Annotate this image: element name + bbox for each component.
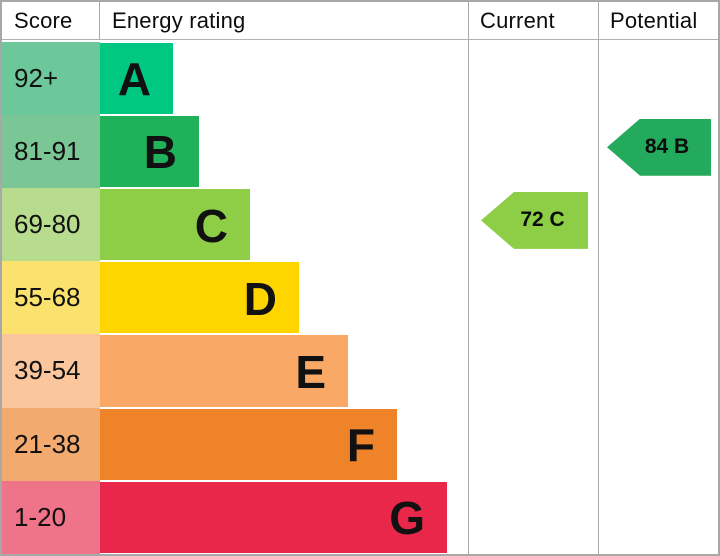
band-row-f: 21-38 F: [2, 407, 468, 481]
band-letter-a: A: [117, 53, 151, 106]
band-letter-c: C: [194, 199, 228, 252]
band-letter-g: G: [389, 492, 425, 545]
header-potential: Potential: [610, 7, 698, 33]
epc-header-row: Score Energy rating Current Potential: [2, 2, 718, 40]
band-score-range-f: 21-38: [2, 407, 100, 481]
current-column-divider: [468, 2, 469, 554]
band-bar-f: F: [100, 408, 397, 480]
band-score-range-b: 81-91: [2, 114, 100, 188]
band-score-range-c: 69-80: [2, 187, 100, 262]
band-letter-b: B: [143, 126, 177, 179]
potential-rating-label: 84 B: [644, 135, 690, 159]
band-score-range-g: 1-20: [2, 480, 100, 554]
band-bar-e: E: [100, 335, 348, 407]
band-row-b: 81-91 B: [2, 114, 468, 188]
band-bar-c: C: [100, 188, 250, 261]
band-bar-b: B: [100, 115, 199, 187]
band-letter-f: F: [346, 419, 375, 472]
band-score-range-e: 39-54: [2, 334, 100, 408]
band-row-d: 55-68 D: [2, 261, 468, 335]
potential-rating-arrow: 84 B: [607, 118, 711, 176]
band-row-e: 39-54 E: [2, 334, 468, 408]
potential-column-divider: [598, 2, 599, 554]
band-bar-a: A: [100, 42, 173, 114]
rating-bands-area: 92+ A 81-91 B 69-80 C 55-68 D 39-54 E 21-38 F 1-20 G: [2, 41, 468, 554]
header-energy-rating: Energy rating: [112, 7, 246, 33]
band-letter-e: E: [295, 345, 326, 398]
band-row-c: 69-80 C: [2, 187, 468, 262]
band-bar-d: D: [100, 262, 299, 334]
header-score: Score: [2, 2, 100, 39]
band-bar-g: G: [100, 481, 447, 554]
band-score-range-a: 92+: [2, 41, 100, 115]
band-row-g: 1-20 G: [2, 480, 468, 554]
band-row-a: 92+ A: [2, 41, 468, 115]
header-current: Current: [480, 7, 555, 33]
current-rating-arrow: 72 C: [481, 191, 588, 249]
current-rating-label: 72 C: [520, 208, 565, 232]
band-score-range-d: 55-68: [2, 261, 100, 335]
band-letter-d: D: [243, 272, 277, 325]
